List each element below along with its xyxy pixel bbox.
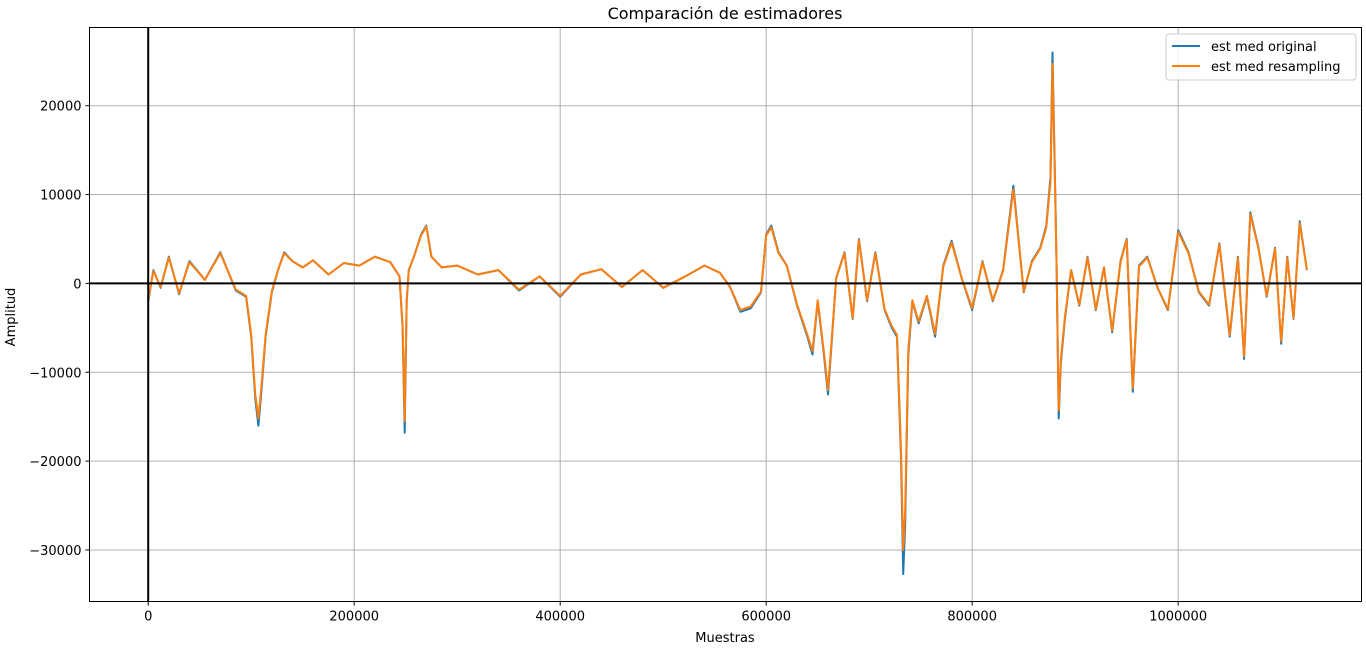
legend: est med original est med resampling (1165, 33, 1357, 81)
x-tick-label: 200000 (329, 610, 379, 625)
y-axis-ticks: −30000 −20000 −10000 0 10000 20000 (29, 100, 90, 559)
y-tick-label: −10000 (29, 366, 81, 381)
series-line-resampling (147, 62, 1308, 551)
y-tick-label: 0 (73, 277, 81, 292)
x-tick-label: 400000 (535, 610, 585, 625)
legend-box (1165, 33, 1357, 81)
plot-frame (89, 27, 1362, 602)
chart-title: Comparación de estimadores (608, 4, 843, 23)
plot-background (89, 27, 1362, 602)
legend-label-original: est med original (1211, 40, 1317, 55)
x-tick-label: 1000000 (1149, 610, 1207, 625)
x-axis-label: Muestras (695, 631, 755, 646)
y-tick-label: 10000 (40, 189, 81, 204)
x-axis-ticks: 0 200000 400000 600000 800000 1000000 (144, 601, 1207, 625)
x-tick-label: 0 (144, 610, 152, 625)
reference-lines (89, 27, 1362, 602)
y-tick-label: −30000 (29, 544, 81, 559)
y-tick-label: −20000 (29, 455, 81, 470)
legend-label-resampling: est med resampling (1211, 60, 1340, 75)
y-axis-label: Amplitud (4, 288, 19, 347)
x-tick-label: 600000 (741, 610, 791, 625)
y-tick-label: 20000 (40, 100, 81, 115)
x-tick-label: 800000 (947, 610, 997, 625)
series-lines (147, 51, 1308, 575)
